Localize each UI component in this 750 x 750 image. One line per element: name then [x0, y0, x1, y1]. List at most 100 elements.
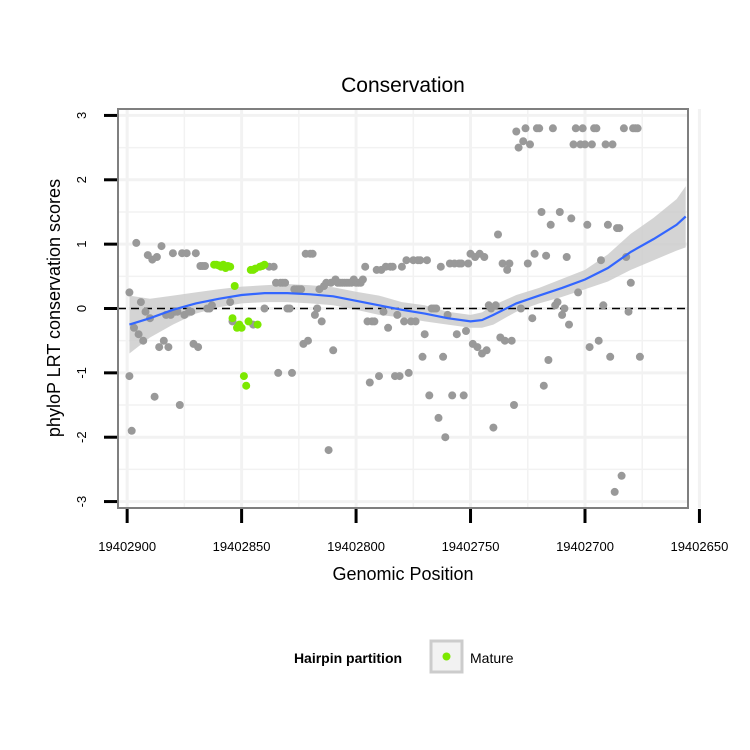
data-point [569, 140, 578, 149]
y-tick-label: 0 [74, 305, 89, 312]
data-point [274, 368, 283, 377]
data-point [459, 391, 468, 400]
data-point [324, 446, 333, 455]
data-point [578, 124, 587, 133]
data-point [136, 298, 145, 307]
x-tick-label: 19402650 [670, 539, 728, 554]
data-point [535, 124, 544, 133]
data-point [281, 278, 290, 287]
data-point [565, 320, 573, 329]
data-point [397, 262, 406, 271]
data-point [498, 259, 507, 268]
data-point [528, 314, 537, 323]
data-point [608, 140, 617, 149]
data-point [560, 304, 569, 313]
data-point [610, 487, 619, 496]
data-point [155, 343, 164, 352]
data-points [125, 124, 644, 496]
y-tick-label: -3 [74, 496, 89, 508]
gridlines [118, 109, 701, 508]
data-point [411, 317, 420, 326]
mature-point [260, 260, 269, 269]
data-point [601, 140, 610, 149]
data-point [125, 288, 134, 297]
data-point [624, 307, 633, 316]
data-point [425, 391, 434, 400]
data-point [361, 262, 370, 271]
data-point [555, 208, 564, 216]
mature-point [239, 372, 248, 381]
mature-point [244, 317, 253, 326]
legend-mature-swatch-icon [442, 652, 451, 661]
data-point [329, 346, 338, 355]
x-tick-label: 19402900 [98, 539, 156, 554]
x-tick-label: 19402850 [213, 539, 271, 554]
y-tick-label: -2 [74, 431, 89, 443]
data-point [404, 368, 413, 377]
data-point [526, 140, 534, 149]
data-point [539, 381, 548, 390]
data-point [395, 372, 404, 381]
data-point [384, 323, 393, 332]
data-point [489, 423, 498, 432]
data-point [187, 307, 196, 316]
y-axis: 3 2 1 0 -1 -2 -3 [74, 112, 117, 508]
data-point [157, 242, 166, 251]
data-point [537, 208, 546, 216]
panel-border [117, 108, 689, 509]
data-point [457, 259, 466, 268]
data-point [619, 124, 628, 133]
data-point [164, 343, 173, 352]
data-point [523, 259, 532, 268]
data-point [191, 249, 200, 258]
chart-title: Conservation [341, 74, 465, 97]
data-point [606, 352, 615, 361]
data-point [500, 336, 509, 345]
data-point [201, 262, 209, 270]
mature-point [228, 314, 237, 323]
data-point [125, 372, 134, 381]
data-point [393, 310, 402, 319]
data-point [464, 259, 473, 268]
mature-point [253, 320, 262, 329]
data-point [592, 124, 601, 133]
data-point [439, 352, 448, 361]
data-point [226, 298, 235, 307]
data-point [139, 336, 148, 345]
data-point [494, 230, 502, 239]
data-point [571, 124, 580, 133]
x-tick-label: 19402700 [556, 539, 614, 554]
smooth-line [129, 215, 687, 326]
data-point [558, 310, 567, 319]
data-point [633, 124, 642, 133]
data-point [194, 343, 203, 352]
data-point [441, 433, 450, 442]
data-point [581, 140, 589, 149]
data-point [288, 368, 296, 377]
data-point [510, 401, 518, 409]
data-point [574, 288, 583, 297]
y-tick-label: 3 [74, 112, 89, 119]
data-point [585, 343, 594, 352]
data-point [519, 137, 528, 146]
data-point [310, 310, 319, 319]
data-point [617, 471, 626, 480]
data-point [423, 256, 431, 265]
data-point [530, 249, 539, 258]
data-point [553, 298, 562, 307]
y-axis-title: phyloP LRT conservation scores [44, 179, 64, 437]
data-point [567, 214, 576, 223]
data-point [448, 391, 457, 400]
data-point [507, 336, 516, 345]
data-point [420, 330, 429, 339]
data-point [168, 249, 177, 258]
x-axis-title: Genomic Position [332, 564, 473, 584]
data-point [308, 249, 317, 258]
data-point [358, 275, 367, 284]
data-point [375, 372, 383, 381]
y-tick-label: -1 [74, 367, 89, 379]
data-point [514, 143, 523, 152]
legend-title: Hairpin partition [294, 650, 402, 666]
data-point [297, 285, 306, 294]
